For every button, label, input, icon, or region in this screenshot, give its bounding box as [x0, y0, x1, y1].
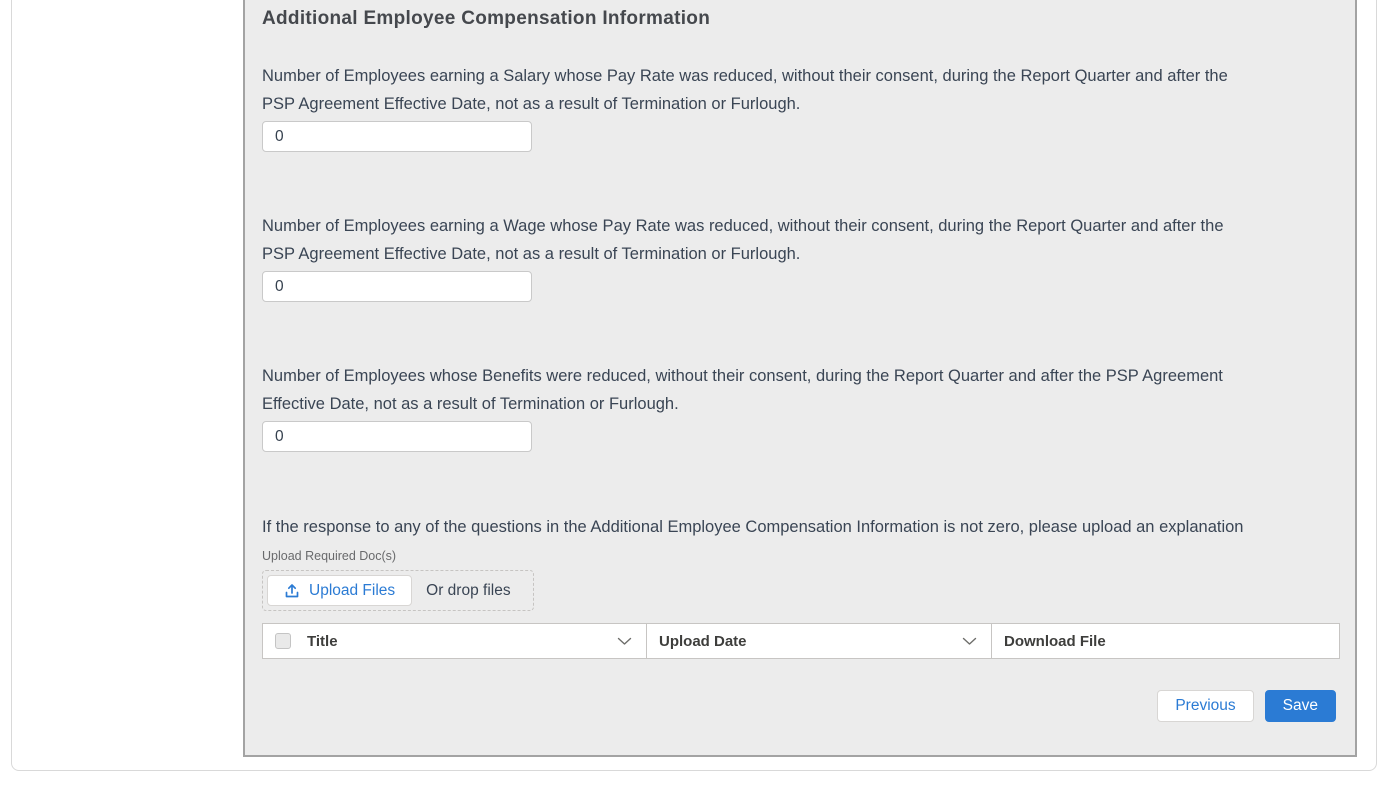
upload-files-button[interactable]: Upload Files	[267, 575, 413, 606]
upload-field-label: Upload Required Doc(s)	[262, 549, 397, 563]
question-label-wage: Number of Employees earning a Wage whose…	[262, 217, 1224, 263]
previous-button[interactable]: Previous	[1157, 690, 1254, 722]
column-header-title[interactable]: Title	[263, 624, 647, 658]
save-button[interactable]: Save	[1264, 690, 1336, 722]
upload-prompt: If the response to any of the questions …	[262, 518, 1244, 536]
column-header-download-file[interactable]: Download File	[992, 624, 1339, 658]
upload-icon	[284, 583, 300, 599]
page-title: Additional Employee Compensation Informa…	[262, 8, 711, 29]
file-dropzone[interactable]: Upload Files Or drop files	[262, 570, 534, 611]
benefits-reduced-input[interactable]	[262, 421, 532, 452]
select-all-checkbox[interactable]	[275, 633, 291, 649]
documents-table-header: Title Upload Date Download File	[262, 623, 1340, 659]
upload-button-label: Upload Files	[309, 581, 396, 599]
column-download-file-label: Download File	[1004, 632, 1106, 650]
wage-reduced-input[interactable]	[262, 271, 532, 302]
drop-files-text: Or drop files	[426, 581, 511, 599]
form-footer: Previous Save	[262, 690, 1336, 722]
question-label-salary: Number of Employees earning a Salary who…	[262, 67, 1228, 113]
compensation-form-panel: Additional Employee Compensation Informa…	[243, 0, 1357, 757]
chevron-down-icon[interactable]	[617, 637, 632, 646]
column-title-label: Title	[307, 632, 338, 650]
chevron-down-icon[interactable]	[962, 637, 977, 646]
salary-reduced-input[interactable]	[262, 121, 532, 152]
column-upload-date-label: Upload Date	[659, 632, 747, 650]
column-header-upload-date[interactable]: Upload Date	[647, 624, 992, 658]
question-label-benefits: Number of Employees whose Benefits were …	[262, 367, 1223, 413]
